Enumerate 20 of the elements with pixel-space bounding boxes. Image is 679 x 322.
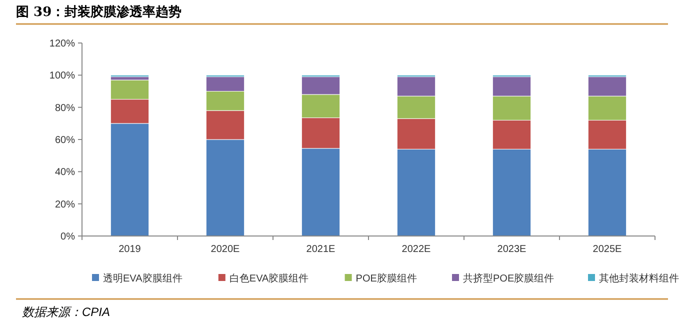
x-tick-label: 2023E	[497, 244, 527, 255]
x-tick-label: 2021E	[306, 244, 336, 255]
y-tick-label: 0%	[60, 232, 76, 242]
y-tick-label: 80%	[54, 102, 76, 114]
x-tick-label: 2020E	[210, 244, 240, 255]
y-tick-label: 60%	[54, 135, 76, 146]
y-tick-label: 40%	[54, 167, 76, 178]
x-tick-label: 2019	[118, 244, 142, 255]
x-tick-label: 2022E	[402, 244, 432, 255]
legend-label: 白色EVA胶膜组件	[229, 272, 309, 284]
legend-label: 其他封装材料组件	[599, 272, 679, 284]
chart-title: 图 39：封装胶膜渗透率趋势	[16, 4, 182, 20]
x-tick-label: 2025E	[592, 244, 622, 255]
source-note: 数据来源：CPIA	[22, 305, 110, 319]
legend-label: POE胶膜组件	[356, 272, 417, 284]
legend-label: 透明EVA胶膜组件	[103, 272, 182, 284]
y-tick-label: 120%	[49, 38, 76, 50]
legend-label: 共挤型POE胶膜组件	[463, 272, 554, 284]
y-tick-label: 20%	[54, 199, 76, 210]
y-tick-label: 100%	[49, 70, 76, 82]
